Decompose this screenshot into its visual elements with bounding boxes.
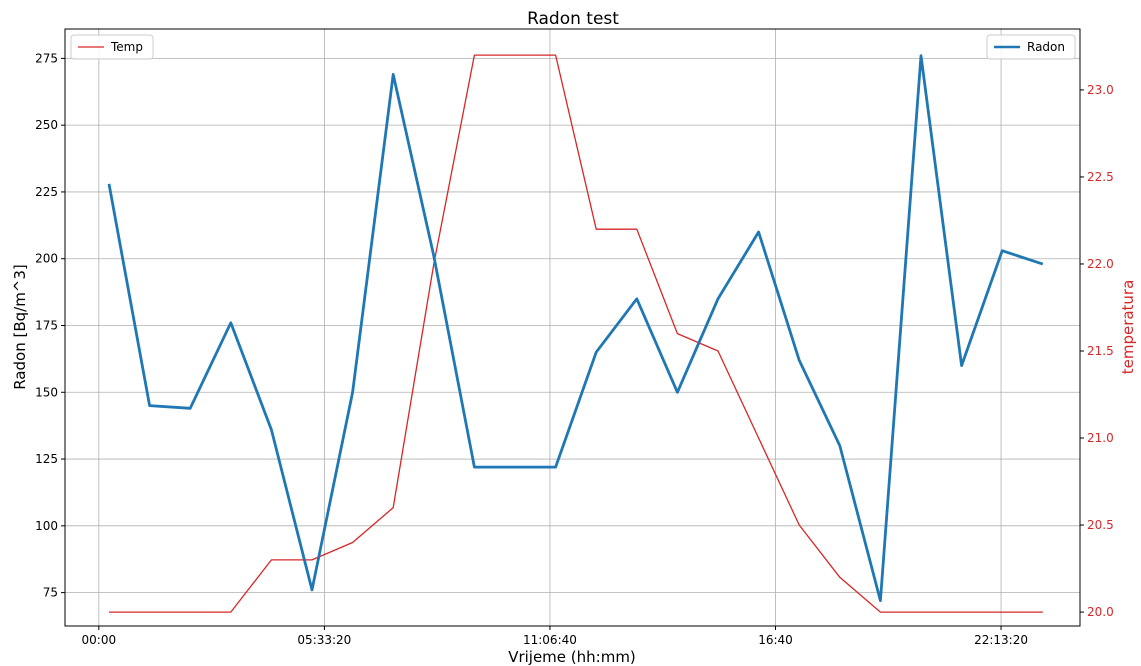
right-y-axis-label: temperatura	[1119, 280, 1137, 375]
legend-temp: Temp	[70, 34, 154, 60]
left-tick-label: 75	[43, 586, 58, 600]
right-tick-label: 22.5	[1087, 170, 1114, 184]
left-tick-label: 150	[35, 385, 58, 399]
right-tick-label: 20.0	[1087, 605, 1114, 619]
x-axis-label: Vrijeme (hh:mm)	[508, 648, 636, 666]
legend-temp-box	[70, 34, 154, 60]
x-tick-label: 11:06:40	[523, 633, 577, 647]
left-tick-label: 225	[35, 185, 58, 199]
left-tick-label: 125	[35, 452, 58, 466]
x-axis: 00:00 05:33:20 11:06:40 16:40 22:13:20	[82, 626, 1028, 647]
plot-frame	[64, 28, 1081, 627]
legend-radon-label: Radon	[1027, 40, 1065, 54]
x-tick-label: 22:13:20	[974, 633, 1028, 647]
x-tick-label: 16:40	[758, 633, 793, 647]
legend-radon: Radon	[986, 34, 1076, 60]
legend-temp-label: Temp	[110, 40, 143, 54]
right-tick-label: 22.0	[1087, 257, 1114, 271]
right-tick-label: 23.0	[1087, 83, 1114, 97]
temp-series	[108, 54, 1043, 613]
right-tick-label: 21.5	[1087, 344, 1114, 358]
temp-line	[109, 54, 1043, 613]
left-tick-label: 175	[35, 318, 58, 332]
right-tick-label: 21.0	[1087, 431, 1114, 445]
right-y-axis: 20.0 20.5 21.0 21.5 22.0 22.5 23.0	[1080, 83, 1114, 619]
x-tick-label: 05:33:20	[297, 633, 351, 647]
left-tick-label: 100	[35, 519, 58, 533]
right-tick-label: 20.5	[1087, 518, 1114, 532]
x-tick-label: 00:00	[82, 633, 117, 647]
legend-radon-box	[986, 34, 1076, 60]
left-tick-label: 275	[35, 51, 58, 65]
radon-series	[107, 54, 1044, 602]
left-y-axis: 75 100 125 150 175 200 225 250 275	[35, 51, 65, 600]
left-tick-label: 200	[35, 252, 58, 266]
radon-line	[107, 54, 1044, 602]
left-tick-label: 250	[35, 118, 58, 132]
grid-lines	[65, 29, 1080, 626]
left-y-axis-label: Radon [Bq/m^3]	[11, 264, 29, 390]
chart-title: Radon test	[527, 9, 619, 29]
